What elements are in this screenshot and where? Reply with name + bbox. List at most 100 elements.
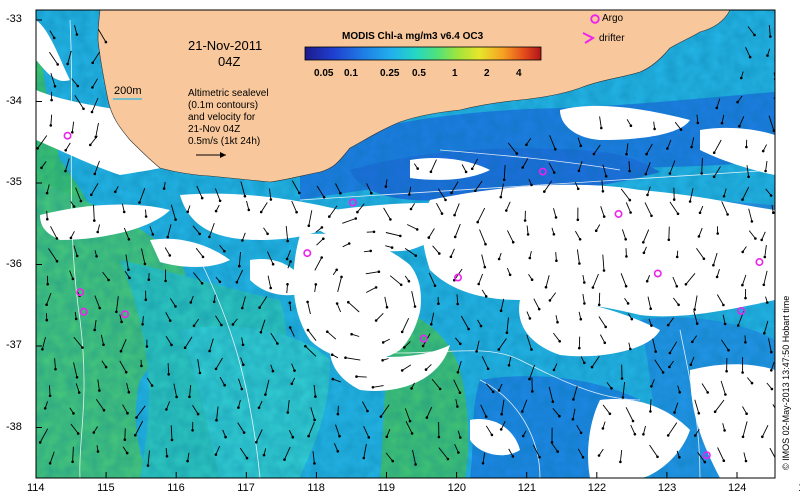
velocity-vector-head bbox=[603, 341, 607, 345]
velocity-vector-head bbox=[650, 214, 653, 218]
velocity-vector bbox=[401, 364, 412, 371]
velocity-vector bbox=[713, 166, 721, 178]
velocity-vector bbox=[765, 188, 772, 196]
velocity-vector bbox=[450, 248, 455, 257]
velocity-vector bbox=[89, 135, 98, 146]
velocity-vector-head bbox=[433, 284, 437, 288]
velocity-vector bbox=[457, 360, 462, 373]
velocity-vector-head bbox=[450, 191, 453, 195]
velocity-vector bbox=[50, 226, 58, 239]
velocity-vector bbox=[669, 201, 679, 215]
velocity-vector bbox=[187, 452, 190, 462]
velocity-vector-head bbox=[127, 238, 131, 241]
velocity-vector bbox=[41, 161, 47, 169]
velocity-vector-head bbox=[723, 429, 726, 432]
velocity-vector-head bbox=[702, 257, 706, 261]
velocity-vector-head bbox=[715, 275, 719, 279]
velocity-vector-head bbox=[604, 174, 608, 178]
velocity-vector bbox=[576, 249, 580, 264]
velocity-vector-head bbox=[724, 393, 727, 396]
velocity-vector bbox=[411, 291, 416, 307]
velocity-vector-head bbox=[208, 349, 211, 353]
velocity-vector bbox=[48, 385, 51, 396]
velocity-vector-head bbox=[668, 365, 671, 369]
velocity-vector bbox=[741, 274, 747, 286]
velocity-vector-head bbox=[36, 147, 39, 150]
velocity-vector bbox=[288, 429, 294, 438]
velocity-vector bbox=[506, 230, 514, 243]
velocity-vector-head bbox=[381, 341, 385, 344]
velocity-vector bbox=[649, 444, 658, 458]
velocity-vector-head bbox=[147, 278, 151, 282]
velocity-vector bbox=[365, 286, 377, 293]
velocity-vector bbox=[285, 226, 289, 242]
velocity-vector-head bbox=[438, 387, 442, 391]
x-tick-label: 120 bbox=[447, 482, 466, 494]
velocity-vector-head bbox=[741, 198, 744, 201]
velocity-vector bbox=[508, 356, 512, 366]
velocity-vector-head bbox=[579, 317, 583, 321]
velocity-vector bbox=[189, 384, 192, 397]
velocity-vector-head bbox=[76, 432, 80, 435]
velocity-vector bbox=[601, 180, 604, 192]
velocity-vector-head bbox=[523, 219, 527, 222]
velocity-vector bbox=[287, 400, 290, 413]
velocity-vector-head bbox=[741, 250, 744, 254]
velocity-vector bbox=[336, 303, 342, 313]
velocity-vector-head bbox=[753, 33, 756, 37]
velocity-vector-head bbox=[666, 147, 669, 150]
velocity-vector-head bbox=[407, 279, 411, 283]
velocity-legend-line: and velocity for bbox=[188, 112, 256, 123]
velocity-vector bbox=[136, 405, 146, 418]
velocity-vector-head bbox=[479, 324, 483, 328]
velocity-vector-head bbox=[409, 207, 413, 211]
velocity-vector bbox=[647, 186, 651, 196]
velocity-vector-head bbox=[744, 296, 747, 300]
velocity-scale-arrow bbox=[196, 152, 226, 158]
velocity-vector-head bbox=[223, 383, 226, 387]
velocity-vector-head bbox=[104, 40, 108, 44]
velocity-vector-head bbox=[597, 454, 601, 457]
velocity-legend-line: 0.5m/s (1kt 24h) bbox=[188, 136, 261, 147]
velocity-vector bbox=[219, 376, 225, 386]
velocity-vector-head bbox=[107, 278, 110, 282]
velocity-vector bbox=[335, 183, 341, 194]
velocity-vector-head bbox=[716, 232, 719, 235]
velocity-vector bbox=[529, 364, 536, 380]
argo-float-marker bbox=[614, 209, 623, 218]
x-tick-label: 119 bbox=[377, 482, 396, 494]
velocity-vector bbox=[268, 188, 272, 200]
velocity-vector-head bbox=[91, 61, 94, 65]
velocity-vector bbox=[219, 244, 225, 252]
velocity-vector bbox=[697, 452, 706, 463]
velocity-vector-head bbox=[320, 226, 324, 229]
velocity-vector bbox=[386, 428, 391, 437]
velocity-vector-head bbox=[530, 278, 534, 282]
velocity-vector-head bbox=[477, 282, 481, 286]
velocity-vector-head bbox=[254, 440, 258, 444]
velocity-vector bbox=[764, 245, 767, 258]
velocity-vector-head bbox=[554, 148, 557, 151]
velocity-vector bbox=[685, 273, 696, 285]
velocity-vector bbox=[345, 357, 361, 361]
velocity-vector-head bbox=[48, 394, 52, 398]
velocity-vector bbox=[743, 452, 747, 462]
x-tick-label: 123 bbox=[657, 482, 677, 494]
velocity-vector bbox=[480, 404, 487, 417]
velocity-vector bbox=[94, 320, 97, 330]
velocity-vector-head bbox=[276, 342, 279, 345]
velocity-vector-head bbox=[235, 280, 239, 284]
velocity-vector-head bbox=[144, 298, 148, 302]
velocity-vector-head bbox=[125, 451, 129, 455]
velocity-vector-head bbox=[760, 238, 763, 242]
velocity-vector-head bbox=[723, 322, 727, 326]
velocity-vector bbox=[260, 319, 266, 333]
velocity-vector-head bbox=[691, 340, 694, 344]
velocity-vector bbox=[238, 251, 241, 267]
velocity-vector-head bbox=[258, 306, 261, 309]
velocity-vector-head bbox=[449, 255, 453, 259]
x-tick-label: 115 bbox=[97, 482, 115, 494]
velocity-vector-head bbox=[629, 124, 633, 127]
velocity-vector bbox=[208, 222, 215, 238]
velocity-vector bbox=[170, 204, 177, 220]
